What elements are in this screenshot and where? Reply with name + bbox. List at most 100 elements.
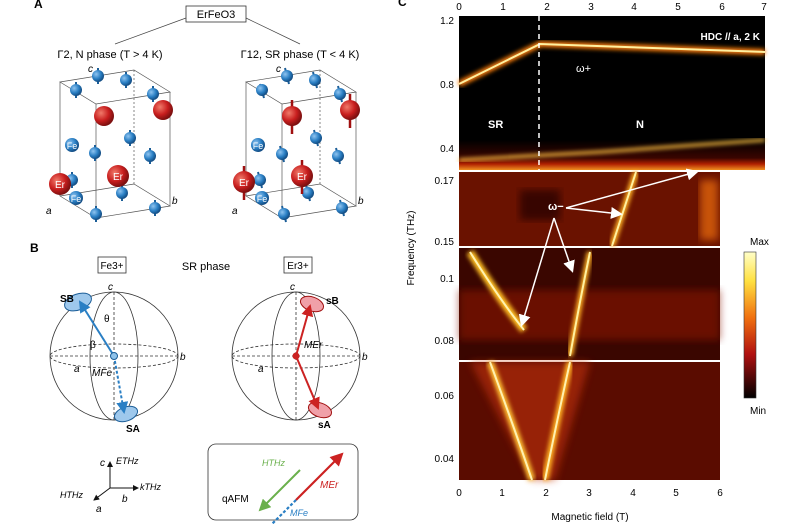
right-fe-label-2: Fe: [257, 194, 268, 204]
heatmap-mid1: [459, 171, 720, 247]
er-axis-a: a: [258, 364, 264, 375]
svg-text:5: 5: [675, 2, 681, 13]
svg-text:3: 3: [588, 2, 594, 13]
right-axis-a: a: [232, 206, 238, 217]
compound-label: ErFeO3: [197, 9, 236, 21]
svg-text:1: 1: [499, 488, 505, 499]
left-er-label: Er: [55, 180, 66, 191]
svg-text:6: 6: [719, 2, 725, 13]
fe-box-label: Fe3+: [100, 261, 123, 272]
fe-sb-label: SB: [60, 294, 74, 305]
er-sa-disc: [307, 401, 333, 419]
thz-triad: [93, 461, 139, 501]
h-thz-label: HTHz: [262, 458, 285, 468]
svg-text:0.06: 0.06: [435, 391, 455, 402]
omega-plus-label: ω+: [576, 63, 591, 75]
m-er-legend: MEr: [320, 480, 339, 491]
fe-sa-label: SA: [126, 424, 140, 435]
er-sb-vector: [295, 304, 314, 357]
panel-c-letter: C: [398, 0, 407, 9]
beta-label: β: [90, 340, 96, 351]
right-axis-b: b: [358, 196, 364, 207]
omega-minus-label: ω−: [548, 201, 564, 213]
svg-text:0.4: 0.4: [440, 144, 454, 155]
colorbar-max: Max: [750, 237, 769, 248]
panel-b-letter: B: [30, 241, 39, 255]
sr-label: SR: [488, 119, 503, 131]
theta-label: θ: [104, 314, 110, 325]
svg-text:1: 1: [500, 2, 506, 13]
y-axis-label: Frequency (THz): [406, 210, 417, 285]
fe-axis-a: a: [74, 364, 80, 375]
svg-text:2: 2: [543, 488, 549, 499]
left-fe-label: Fe: [67, 141, 78, 151]
fe-center: [110, 352, 118, 360]
left-axis-b: b: [172, 196, 178, 207]
triad-h: HTHz: [60, 490, 83, 500]
fe-box: [97, 256, 127, 274]
right-axis-c: c: [276, 64, 281, 75]
heatmap-mid2: [459, 248, 720, 360]
qafm-box: [207, 443, 359, 521]
fe-sphere: [49, 291, 179, 421]
svg-text:0: 0: [456, 2, 462, 13]
h-thz-arrow: [258, 469, 301, 512]
svg-text:0.17: 0.17: [435, 176, 455, 187]
er-sphere: [231, 291, 361, 421]
triad-e: ETHz: [116, 456, 139, 466]
m-er-arrow: [295, 452, 344, 501]
m-fe-legend: MFe: [290, 508, 308, 518]
triad-k: kTHz: [140, 482, 161, 492]
er-axis-c: c: [290, 282, 295, 293]
svg-text:3: 3: [586, 488, 592, 499]
fe-sa-disc: [113, 405, 139, 423]
left-axis-c: c: [88, 64, 93, 75]
er-box: [283, 256, 313, 274]
connector-right: [245, 17, 301, 45]
heatmap-bottom: [459, 360, 720, 482]
er-center: [292, 352, 300, 360]
triad-b: b: [122, 494, 128, 505]
svg-text:2: 2: [544, 2, 550, 13]
er-sa-label: sA: [318, 420, 331, 431]
colorbar-min: Min: [750, 406, 766, 417]
er-sa-vector: [295, 355, 320, 410]
m-er-label: MEr: [304, 340, 323, 351]
svg-text:0.08: 0.08: [435, 336, 455, 347]
left-phase-title: Γ2, N phase (T > 4 K): [57, 49, 162, 61]
fe-axis-c: c: [108, 282, 113, 293]
n-label: N: [636, 119, 644, 131]
svg-text:0.04: 0.04: [435, 454, 455, 465]
right-er-atoms: [233, 94, 360, 200]
triad-a: a: [96, 504, 102, 515]
condition-label: HDC // a, 2 K: [701, 32, 761, 43]
right-er-label-2: Er: [297, 172, 308, 183]
compound-box: [185, 5, 247, 23]
er-sb-label: sB: [326, 296, 339, 307]
y-ticks: 1.2 0.8 0.4 0.17 0.15 0.1 0.08 0.06 0.04: [435, 16, 455, 465]
svg-text:0.8: 0.8: [440, 80, 454, 91]
right-er-label: Er: [239, 178, 250, 189]
svg-text:0.1: 0.1: [440, 274, 454, 285]
m-fe-label: MFe: [92, 368, 112, 379]
top-x-ticks: 0 1 2 3 4 5 6 7: [456, 2, 767, 13]
svg-text:6: 6: [717, 488, 723, 499]
left-fe-label-2: Fe: [71, 194, 82, 204]
svg-text:0.15: 0.15: [435, 237, 455, 248]
left-er-atoms: [49, 100, 173, 195]
right-fe-atoms: [251, 67, 348, 223]
fe-axis-b: b: [180, 352, 186, 363]
x-axis-label: Magnetic field (T): [551, 512, 628, 523]
heatmap-top: [457, 16, 766, 170]
connector-left: [114, 17, 187, 45]
panel-a-letter: A: [34, 0, 43, 11]
right-fe-label: Fe: [253, 141, 264, 151]
svg-text:5: 5: [673, 488, 679, 499]
fe-sb-vector: [78, 300, 115, 357]
right-phase-title: Γ12, SR phase (T < 4 K): [241, 49, 360, 61]
left-er-label-2: Er: [113, 172, 124, 183]
svg-text:4: 4: [631, 2, 637, 13]
svg-text:1.2: 1.2: [440, 16, 454, 27]
er-axis-b: b: [362, 352, 368, 363]
